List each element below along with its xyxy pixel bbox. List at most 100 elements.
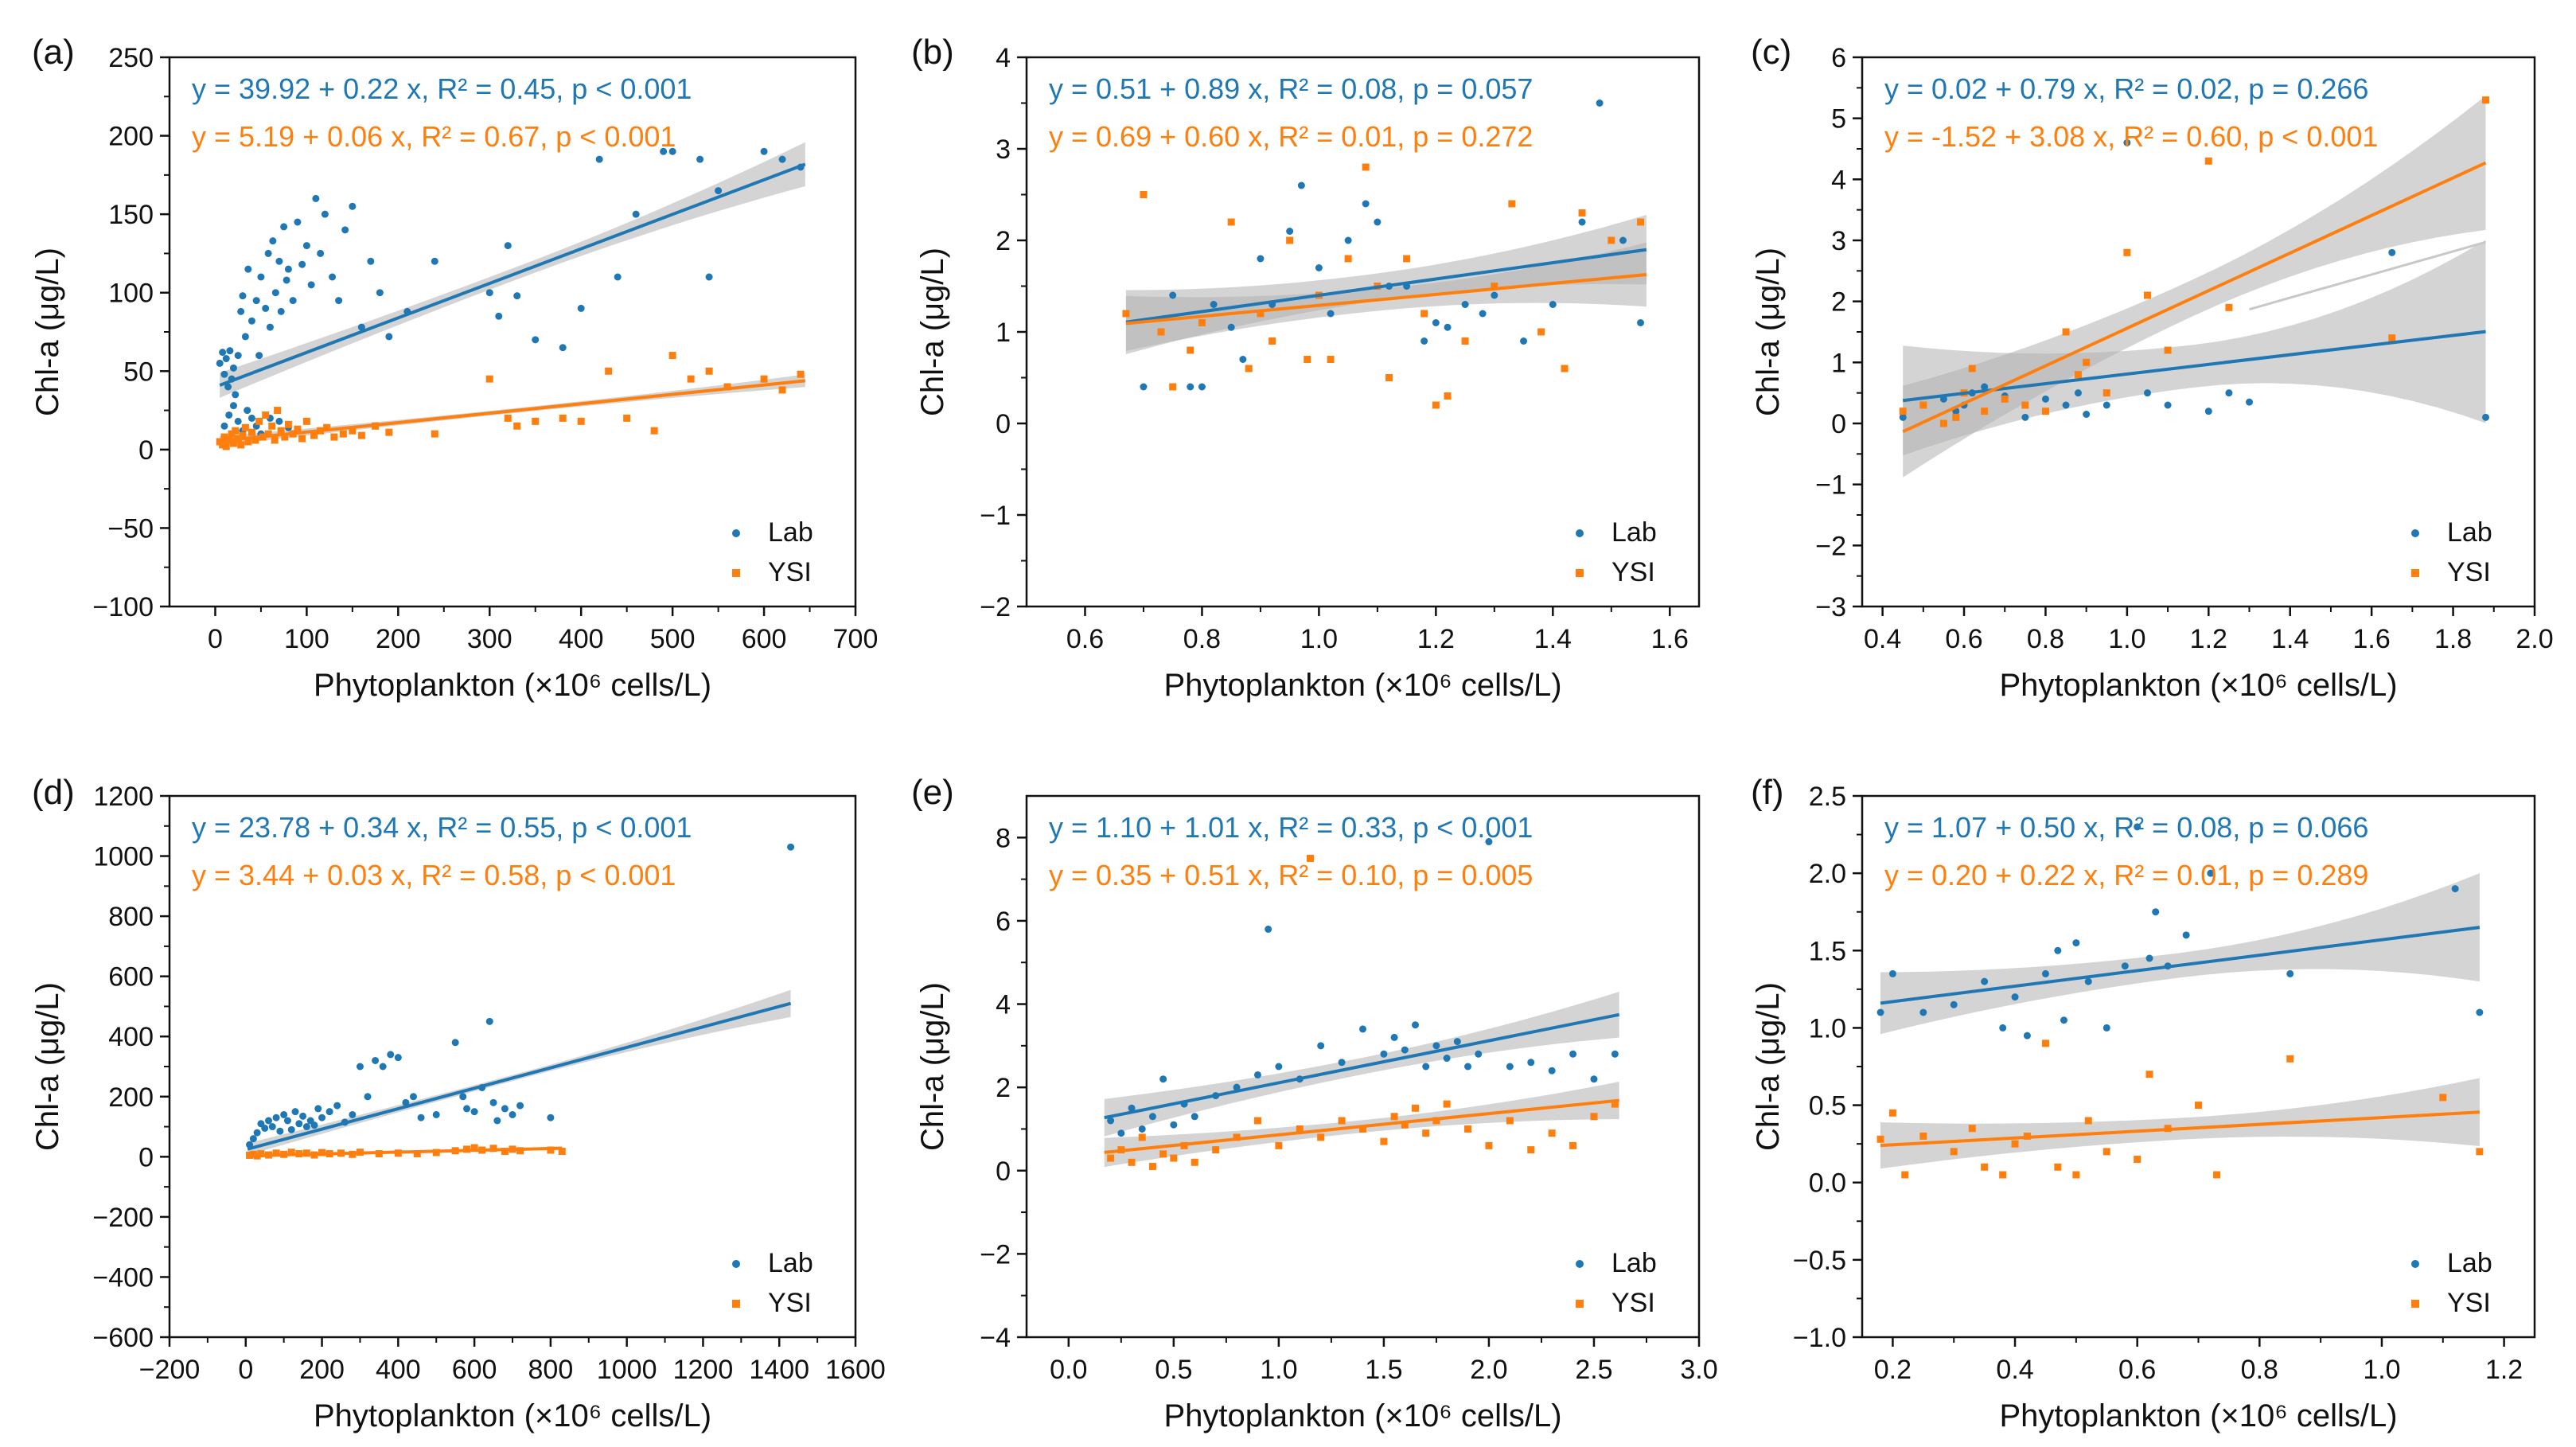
ysi-point [1888,1109,1896,1117]
lab-point [1876,1008,1884,1016]
ysi-point [1578,209,1586,216]
ysi-point [1919,1132,1927,1140]
lab-point [2021,413,2029,421]
ysi-point [281,433,289,441]
ysi-point [1422,1129,1430,1137]
lab-point [299,1112,307,1120]
ysi-point [1432,1117,1440,1125]
y-tick-label: −2 [980,1239,1011,1270]
ysi-point [1412,1104,1420,1112]
ysi-point [385,428,393,436]
ysi-point [219,441,227,449]
lab-point [1170,1121,1178,1129]
legend-ysi-marker [1576,1300,1584,1308]
x-tick-label: 600 [742,624,787,654]
x-tick-label: 0.0 [1050,1355,1087,1385]
legend-ysi-label: YSI [2447,1288,2491,1318]
ysi-point [1952,413,1960,421]
ysi-point [1327,356,1335,363]
ysi-point [687,375,695,383]
y-tick-label: 250 [108,43,154,73]
ysi-fit-line [1104,1098,1619,1154]
lab-point [372,1056,380,1064]
lab-point [1362,200,1370,208]
lab-point [516,1102,524,1110]
y-axis-title: Chl-a (μg/L) [1751,982,1786,1151]
lab-point [234,352,242,360]
y-axis-title: Chl-a (μg/L) [30,982,65,1151]
lab-point [509,1110,516,1118]
ysi-point [1385,374,1393,381]
x-tick-label: 0 [238,1355,253,1385]
y-tick-label: −1 [1815,470,1846,501]
lab-equation: y = 1.10 + 1.01 x, R² = 0.33, p < 0.001 [1049,811,1533,844]
ysi-point [1390,1113,1398,1121]
legend-ysi-label: YSI [1611,557,1655,587]
lab-point [1265,925,1272,933]
ysi-point [2204,157,2212,165]
lab-point [275,417,283,425]
legend-lab-label: Lab [2447,517,2492,548]
lab-point [1390,1033,1398,1041]
ysi-point [1485,1141,1493,1149]
ysi-point [229,439,237,447]
lab-fit-line [219,162,806,387]
lab-fit-line [1880,926,2481,1005]
lab-point [321,210,329,218]
ysi-point [2195,1102,2202,1110]
y-tick-label: −2 [1815,531,1846,561]
lab-point [265,1117,273,1125]
lab-point [2152,908,2160,916]
lab-point [283,1117,291,1125]
panel-f: 0.2 0.4 0.6 0.8 1.0 1.2 −1.0 −0.5 0.0 0.5 1.0 1.5 2.… [1751,773,2536,1433]
lab-point [1475,1050,1483,1058]
legend-ysi-label: YSI [768,1288,812,1318]
ysi-point [547,1146,555,1154]
ysi-point [1901,1171,1909,1179]
ysi-point [1122,310,1130,318]
lab-point [1549,301,1557,308]
y-tick-label: 0 [138,1142,154,1172]
lab-point [234,417,242,425]
ysi-point [262,411,270,419]
legend-ysi-label: YSI [1611,1288,1655,1318]
lab-point [778,155,786,163]
x-tick-label: 400 [559,624,604,654]
y-tick-label: 0 [1831,409,1846,439]
y-tick-label: 0.5 [1809,1091,1846,1121]
ysi-point [247,428,255,436]
lab-point [559,344,567,352]
lab-point [216,359,224,367]
lab-point [318,1114,326,1121]
x-tick-label: 2.0 [2516,624,2553,654]
ysi-point [778,386,786,394]
ysi-point [1491,283,1498,290]
x-tick-label: 3.0 [1680,1355,1717,1385]
ysi-point [220,433,228,441]
ysi-point [1338,1117,1346,1125]
ysi-point [1317,1133,1325,1141]
lab-point [289,297,297,305]
lab-point [2121,962,2129,970]
lab-point [1233,1083,1241,1091]
x-tick-label: 1400 [749,1355,809,1385]
y-tick-label: −0.5 [1793,1246,1846,1276]
ysi-point [1590,1113,1598,1121]
lab-point [280,1110,288,1118]
y-tick-label: 3 [996,135,1011,165]
ysi-fit-line [1880,1110,2480,1148]
lab-point [253,1129,261,1137]
ysi-point [2084,1117,2092,1125]
y-tick-label: −50 [107,513,154,544]
ysi-point [1444,392,1452,400]
lab-point [1169,291,1177,299]
y-tick-label: 150 [108,200,154,230]
lab-point [307,281,315,289]
lab-point [222,355,230,363]
lab-point [470,1108,478,1116]
ysi-point [277,427,285,435]
y-tick-label: 4 [996,990,1011,1020]
ysi-point [2145,1071,2153,1078]
x-axis-title: Phytoplankton (×10⁶ cells/L) [1163,1398,1561,1433]
lab-point [1401,1046,1409,1054]
